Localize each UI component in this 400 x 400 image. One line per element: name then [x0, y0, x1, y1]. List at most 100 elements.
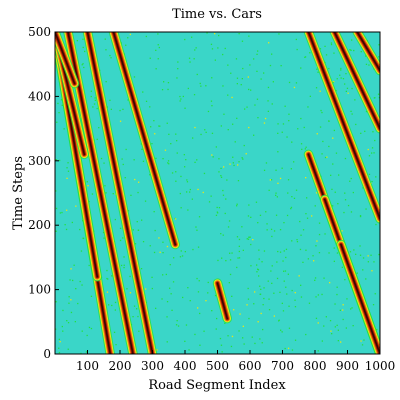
speckle: [324, 233, 326, 235]
speckle: [59, 212, 61, 214]
speckle: [196, 159, 198, 161]
speckle: [103, 162, 105, 164]
speckle: [91, 193, 94, 195]
speckle: [254, 104, 256, 106]
speckle: [68, 302, 70, 304]
speckle: [329, 282, 331, 284]
speckle: [197, 291, 200, 293]
speckle: [253, 134, 255, 136]
speckle: [256, 70, 258, 72]
speckle: [161, 89, 164, 91]
speckle: [318, 252, 321, 254]
speckle: [130, 194, 132, 196]
speckle: [132, 316, 134, 318]
speckle: [346, 87, 349, 89]
jam-band-stroke: [356, 32, 380, 72]
speckle: [238, 238, 241, 241]
speckle: [227, 335, 229, 337]
speckle: [55, 190, 57, 192]
speckle: [90, 295, 93, 297]
speckle: [336, 286, 338, 288]
speckle: [283, 280, 285, 282]
jam-band-stroke: [340, 243, 380, 354]
speckle: [129, 292, 132, 294]
speckle: [109, 99, 111, 101]
speckle: [67, 322, 70, 324]
speckle: [218, 207, 221, 209]
speckle: [186, 191, 188, 193]
speckle: [330, 330, 332, 332]
speckle: [235, 58, 238, 60]
speckle: [175, 180, 177, 182]
speckle: [236, 117, 238, 119]
speckle: [319, 48, 322, 50]
speckle: [138, 181, 140, 183]
speckle: [163, 81, 165, 83]
speckle: [351, 39, 353, 41]
speckle: [341, 266, 343, 268]
speckle: [294, 292, 296, 294]
speckle: [287, 273, 289, 275]
speckle: [272, 81, 274, 83]
speckle: [242, 325, 244, 327]
speckle: [119, 120, 122, 122]
speckle: [295, 38, 297, 41]
speckle: [314, 205, 316, 207]
speckle: [316, 240, 318, 242]
speckle: [334, 326, 336, 328]
speckle: [145, 35, 147, 38]
speckle: [277, 250, 279, 253]
x-tick-label: 700: [271, 359, 294, 373]
speckle: [79, 280, 81, 283]
speckle: [263, 72, 265, 74]
speckle: [315, 87, 318, 89]
speckle: [276, 196, 278, 198]
speckle: [62, 330, 64, 332]
speckle: [276, 261, 278, 263]
speckle: [127, 37, 129, 39]
speckle: [248, 35, 250, 37]
speckle: [365, 208, 367, 210]
speckle: [248, 88, 250, 91]
speckle: [271, 282, 273, 284]
speckle: [374, 293, 376, 295]
speckle: [153, 211, 155, 213]
speckle: [333, 129, 335, 132]
speckle: [371, 147, 374, 149]
speckle: [247, 76, 249, 78]
speckle: [216, 206, 218, 209]
speckle: [199, 312, 201, 315]
jam-band-stroke: [67, 32, 134, 354]
speckle: [79, 228, 81, 231]
speckle: [106, 277, 108, 280]
speckle: [222, 53, 224, 56]
speckle: [273, 315, 275, 317]
speckle: [281, 302, 283, 304]
speckle: [140, 268, 143, 270]
plot-area: [55, 32, 380, 354]
speckle: [242, 158, 244, 160]
jam-band-stroke: [333, 32, 380, 130]
speckle: [290, 168, 292, 170]
speckle: [305, 249, 307, 251]
speckle: [129, 275, 131, 278]
speckle: [376, 328, 378, 331]
jam-band: [303, 32, 380, 224]
speckle: [252, 239, 254, 241]
speckle: [60, 99, 63, 101]
speckle: [225, 198, 227, 200]
speckle: [233, 164, 235, 167]
speckle: [153, 120, 155, 122]
speckle: [268, 42, 270, 44]
speckle: [242, 249, 244, 251]
speckle: [61, 211, 63, 214]
speckle: [212, 156, 214, 158]
speckle: [311, 215, 313, 217]
speckle: [256, 271, 258, 273]
speckle: [83, 66, 85, 69]
speckle: [193, 58, 195, 60]
speckle: [172, 281, 175, 283]
speckle: [302, 261, 304, 263]
speckle: [108, 304, 110, 306]
speckle: [220, 175, 222, 177]
